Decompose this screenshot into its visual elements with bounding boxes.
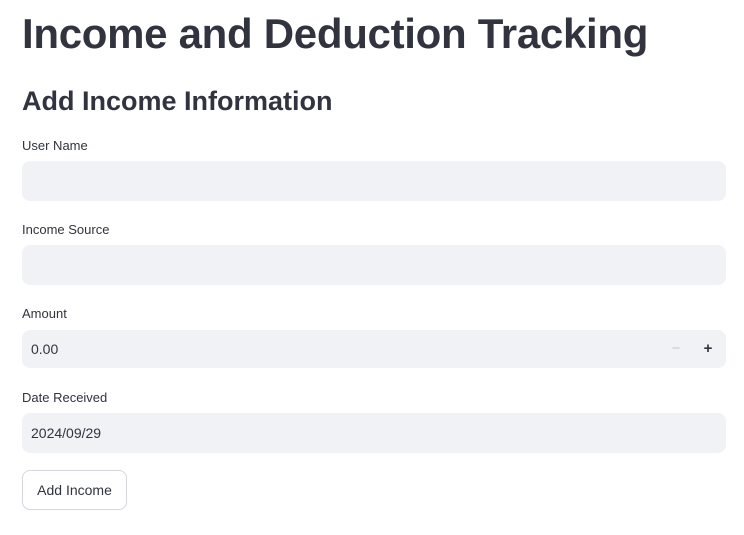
add-income-button[interactable]: Add Income <box>22 470 127 510</box>
date-received-field-container: 2024/09/29 <box>22 413 726 453</box>
amount-input[interactable]: 0.00 <box>31 341 59 357</box>
user-name-input[interactable] <box>22 161 726 201</box>
income-source-field-container <box>22 245 726 285</box>
user-name-label: User Name <box>22 138 88 153</box>
page-title: Income and Deduction Tracking <box>22 10 649 57</box>
user-name-field-container <box>22 161 726 201</box>
date-received-label: Date Received <box>22 390 108 405</box>
date-received-input[interactable]: 2024/09/29 <box>31 425 102 441</box>
amount-decrement-button[interactable]: − <box>671 340 681 357</box>
income-source-label: Income Source <box>22 222 110 237</box>
section-title: Add Income Information <box>22 86 333 116</box>
amount-increment-button[interactable]: + <box>703 340 713 357</box>
amount-field-container: 0.00 − + <box>22 330 726 368</box>
amount-label: Amount <box>22 306 67 321</box>
income-source-input[interactable] <box>22 245 726 285</box>
